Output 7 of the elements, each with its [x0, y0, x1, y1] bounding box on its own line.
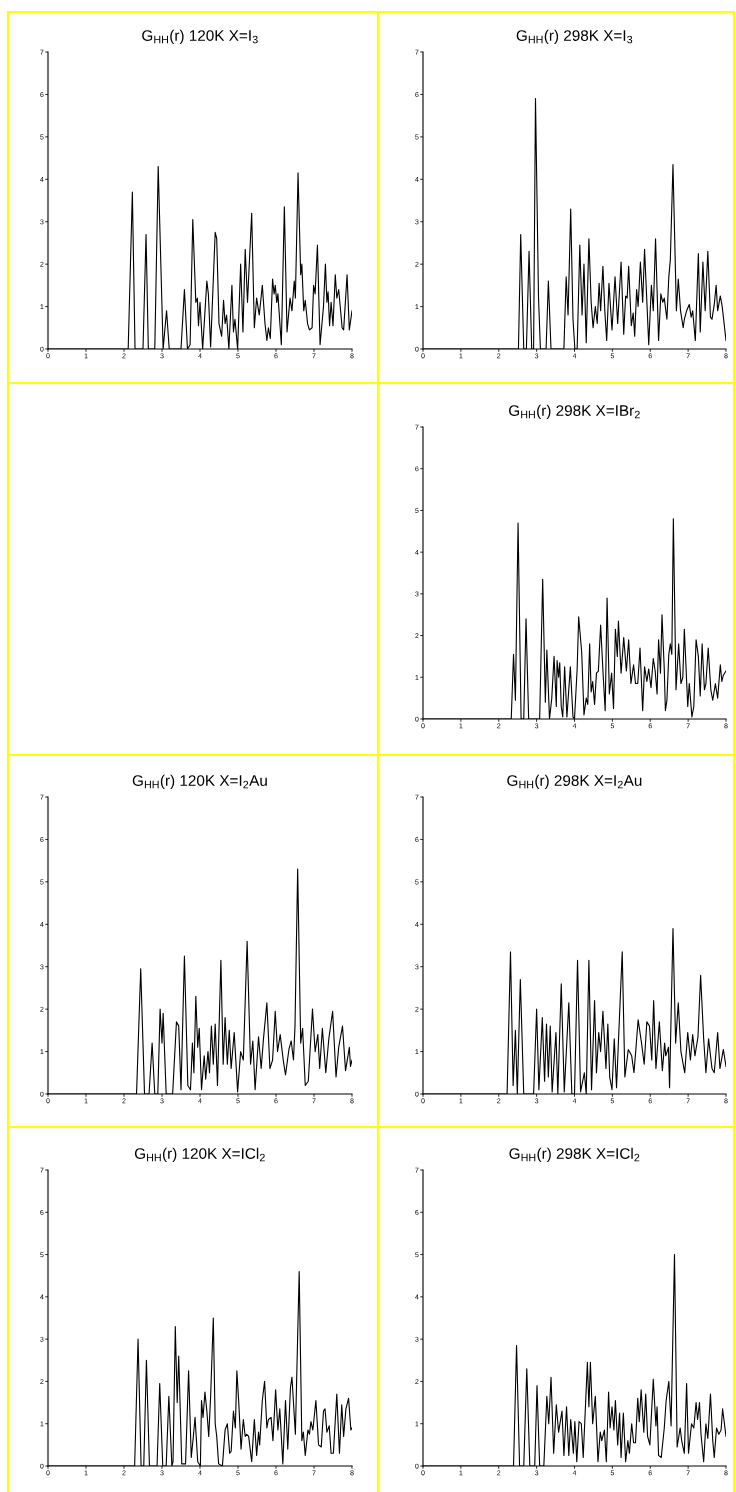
chart-title: G$_{HH}$(r) 120K X=I$_{2}$Au [132, 774, 267, 789]
chart-title: G$_{HH}$(r) 120K X=I$_{3}$ [142, 29, 258, 44]
chart-title: G$_{HH}$(r) 298K X=I$_{2}$Au [507, 774, 642, 789]
chart-title: G$_{HH}$(r) 298K X=ICl$_{2}$ [509, 1147, 640, 1162]
chart-title: G$_{HH}$(r) 298K X=I$_{3}$ [516, 29, 633, 44]
chart-title: G$_{HH}$(r) 298K X=IBr$_{2}$ [509, 404, 640, 419]
chart-title: G$_{HH}$(r) 120K X=ICl$_{2}$ [134, 1147, 265, 1162]
